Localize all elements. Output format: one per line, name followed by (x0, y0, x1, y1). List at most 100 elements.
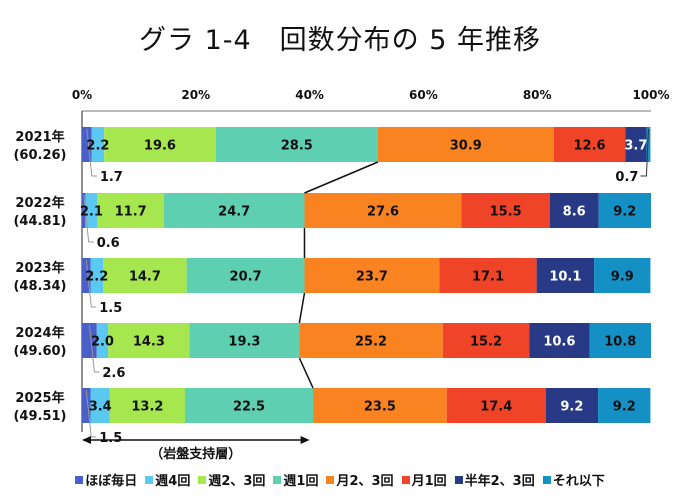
data-label: 3.4 (89, 400, 112, 415)
callout-line (88, 324, 100, 373)
bar-segment (377, 127, 554, 162)
callout-line (85, 389, 97, 438)
data-label: 9.2 (613, 400, 636, 415)
bar-segment (215, 127, 378, 162)
data-label: 2.2 (86, 139, 109, 154)
category-sub-label: (48.34) (13, 279, 66, 294)
data-label: 9.9 (611, 270, 634, 285)
legend-swatch (145, 475, 154, 484)
legend-swatch (542, 475, 551, 484)
bar-segment (163, 193, 305, 228)
data-label: 13.2 (131, 400, 163, 415)
bar-segment (439, 258, 537, 293)
data-label: 30.9 (450, 139, 482, 154)
data-label: 0.7 (615, 170, 638, 185)
data-label: 2.6 (102, 366, 125, 381)
data-label: 17.1 (472, 270, 504, 285)
bar-segment (536, 258, 595, 293)
data-label: 10.1 (549, 270, 581, 285)
data-label: 1.5 (99, 431, 122, 446)
legend-swatch (75, 475, 84, 484)
legend-item: それ以下 (542, 470, 605, 489)
category-sub-label: (49.60) (13, 344, 66, 359)
data-label: 0.6 (97, 236, 120, 251)
x-tick-label: 0% (72, 88, 92, 102)
bar-segment (553, 127, 626, 162)
legend-label: 週4回 (155, 474, 191, 489)
bar-segment (186, 258, 305, 293)
data-label: 15.2 (470, 335, 502, 350)
data-label: 9.2 (560, 400, 583, 415)
data-label: 20.7 (230, 270, 262, 285)
category-sub-label: (44.81) (13, 214, 66, 229)
bar-segment (82, 258, 91, 293)
data-label: 12.6 (574, 139, 606, 154)
bar-segment (545, 388, 599, 423)
bar-segment (109, 388, 185, 423)
bar-segment (598, 388, 651, 423)
arrow-left-head (82, 436, 91, 444)
data-label: 2.1 (80, 205, 103, 220)
legend-item: 月2、3回 (326, 470, 394, 489)
bar-segment (82, 127, 92, 162)
bar-segment (108, 323, 190, 358)
bar-segment (598, 193, 651, 228)
data-label: 1.7 (100, 170, 123, 185)
bracket-annotation: （岩盤支持層） (150, 446, 241, 462)
x-tick-label: 20% (181, 88, 210, 102)
bar-segment (646, 127, 651, 162)
data-label: 23.7 (356, 270, 388, 285)
legend-label: 半年2、3回 (464, 474, 535, 489)
connector-line (298, 292, 306, 324)
bar-segment (461, 193, 550, 228)
legend-item: ほぼ毎日 (75, 470, 137, 489)
legend-swatch (326, 475, 335, 484)
bar-segment (299, 323, 443, 358)
bar-segment (594, 258, 651, 293)
legend-item: 週1回 (273, 470, 318, 489)
bar-segment (549, 193, 599, 228)
data-label: 25.2 (355, 335, 387, 350)
data-label: 10.6 (543, 335, 575, 350)
data-label: 14.3 (133, 335, 165, 350)
bar-segment (625, 127, 647, 162)
callout-line (83, 194, 94, 243)
data-label: 27.6 (367, 205, 399, 220)
bar-segment (313, 388, 447, 423)
data-label: 19.3 (228, 335, 260, 350)
bar-segment (304, 193, 462, 228)
data-label: 2.2 (85, 270, 108, 285)
data-label: 22.5 (233, 400, 265, 415)
category-year-label: 2024年 (15, 325, 64, 341)
legend-swatch (401, 475, 410, 484)
legend-label: 月1回 (411, 474, 447, 489)
category-year-label: 2023年 (15, 260, 64, 276)
chart-title: グラ 1-4 回数分布の 5 年推移 (138, 25, 542, 56)
data-label: 15.5 (490, 205, 522, 220)
x-tick-label: 40% (295, 88, 324, 102)
data-label: 2.0 (91, 335, 114, 350)
bar-segment (446, 388, 546, 423)
callout-line (86, 128, 97, 177)
callout-line (85, 259, 97, 308)
bar-segment (184, 388, 314, 423)
bar-segment (529, 323, 590, 358)
category-year-label: 2022年 (15, 195, 64, 211)
connector-line (304, 161, 379, 194)
bar-segment (90, 258, 104, 293)
x-tick-label: 80% (523, 88, 552, 102)
chart-plot: 0% 20% 40% 60% 80% 100% 2021年 (60.26) 2022年 (44.8… (13, 88, 669, 462)
arrow-right-head (300, 436, 310, 444)
bar-segment (104, 127, 216, 162)
data-label: 19.6 (144, 139, 176, 154)
bar-segment (91, 127, 105, 162)
callout-line (640, 128, 649, 177)
data-label: 28.5 (281, 139, 313, 154)
bar-segment (589, 323, 651, 358)
data-label: 24.7 (218, 205, 250, 220)
category-sub-label: (60.26) (13, 148, 66, 163)
bar-segment (442, 323, 530, 358)
data-label: 1.5 (99, 301, 122, 316)
bar-segment (82, 388, 91, 423)
legend-swatch (454, 475, 463, 484)
